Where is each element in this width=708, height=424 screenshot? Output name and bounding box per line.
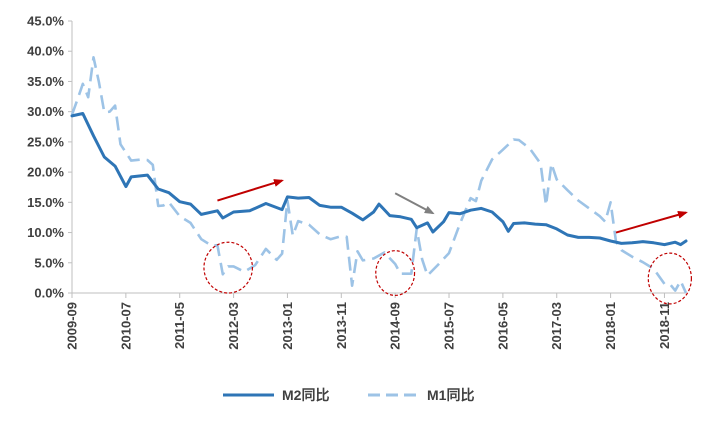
y-tick-label: 45.0% xyxy=(27,14,64,29)
y-tick-label: 10.0% xyxy=(27,225,64,240)
x-tick-label: 2010-07 xyxy=(118,302,133,350)
y-tick-label: 30.0% xyxy=(27,104,64,119)
y-tick-label: 5.0% xyxy=(34,255,64,270)
legend-m1-label: M1同比 xyxy=(427,387,474,403)
y-tick-label: 25.0% xyxy=(27,134,64,149)
trend-arrow xyxy=(217,179,284,202)
series-m1-line xyxy=(70,56,688,294)
y-tick-label: 15.0% xyxy=(27,195,64,210)
highlight-circle xyxy=(647,252,692,305)
x-tick-label: 2013-01 xyxy=(280,302,295,350)
x-tick-label: 2011-05 xyxy=(172,302,187,349)
x-tick-label: 2018-01 xyxy=(603,302,618,350)
x-tick-label: 2018-11 xyxy=(657,302,672,349)
series-layer xyxy=(70,56,688,294)
y-tick-label: 0.0% xyxy=(34,286,64,301)
highlight-circle xyxy=(375,250,416,297)
legend: M2同比 M1同比 xyxy=(223,387,474,403)
x-tick-label: 2012-03 xyxy=(226,302,241,350)
y-tick-label: 40.0% xyxy=(27,44,64,59)
trend-arrow xyxy=(394,192,435,215)
x-tick-label: 2015-07 xyxy=(442,302,457,350)
trend-arrow xyxy=(615,210,688,234)
y-axis: 0.0% 5.0% 10.0% 15.0% 20.0% 25.0% 30.0% 35.0% 40… xyxy=(27,14,73,301)
x-tick-label: 2009-09 xyxy=(65,302,80,350)
series-m2-line xyxy=(70,112,688,247)
legend-m2-label: M2同比 xyxy=(282,387,329,403)
annotation-layer xyxy=(203,179,692,305)
y-tick-label: 35.0% xyxy=(27,74,64,89)
y-tick-label: 20.0% xyxy=(27,165,64,180)
x-tick-label: 2014-09 xyxy=(388,302,403,350)
highlight-circle xyxy=(203,241,254,294)
x-tick-label: 2016-05 xyxy=(495,302,510,350)
x-tick-label: 2013-11 xyxy=(334,302,349,349)
x-axis: 2009-09 2010-07 2011-05 2012-03 2013-01 2013-… xyxy=(65,292,686,350)
x-tick-label: 2017-03 xyxy=(549,302,564,350)
